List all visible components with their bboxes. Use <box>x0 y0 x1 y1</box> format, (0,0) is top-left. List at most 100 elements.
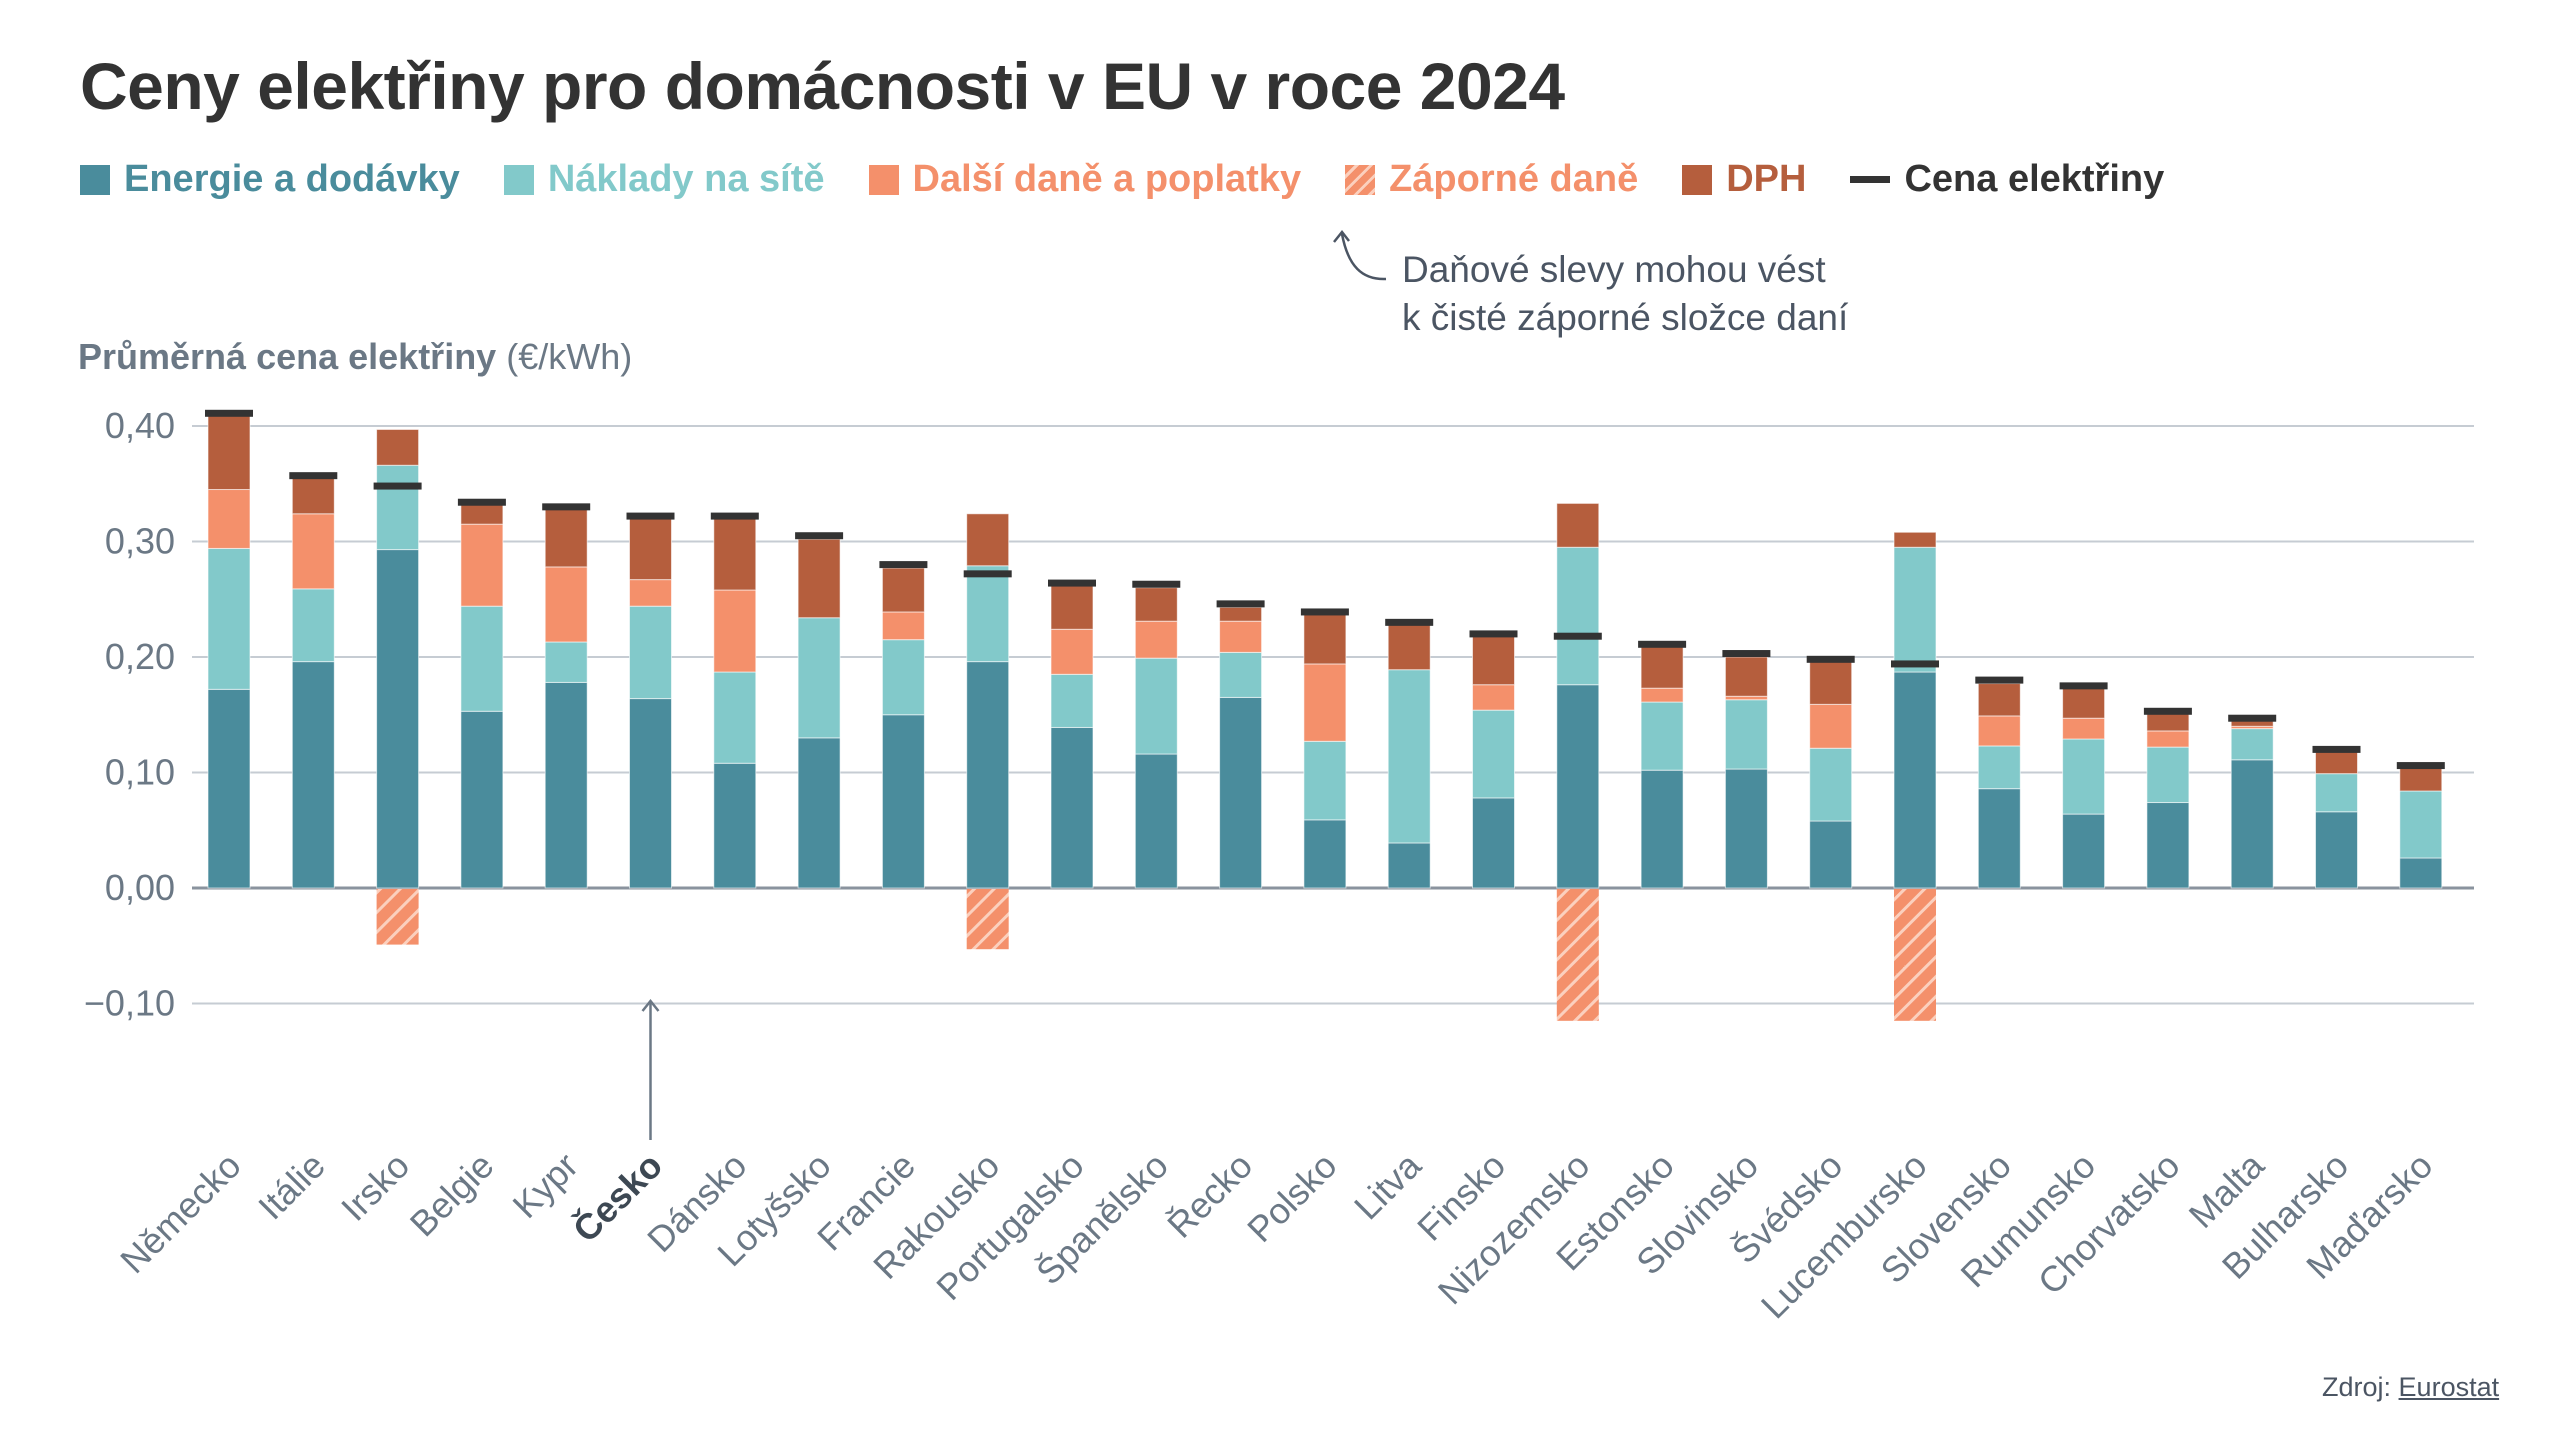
y-tick-label: 0,20 <box>105 636 175 677</box>
bar-group <box>2062 687 2106 889</box>
bar-segment-energy <box>2146 802 2190 889</box>
bar-group <box>629 517 672 889</box>
bar-segment-network <box>629 605 672 700</box>
bar-segment-other-taxes <box>2062 717 2106 740</box>
legend-item-other-taxes: Další daně a poplatky <box>868 158 1302 201</box>
bar-segment-network <box>1219 651 1263 698</box>
bar-segment-energy <box>1219 696 1263 889</box>
bar-segment-energy <box>713 762 757 889</box>
bar-segment-energy <box>1134 753 1178 889</box>
y-axis-title: Průměrná cena elektřiny (€/kWh) <box>78 336 632 378</box>
legend-label: Další daně a poplatky <box>912 158 1302 200</box>
bar-segment-other-taxes <box>713 589 757 673</box>
bar-segment-vat <box>2315 748 2358 775</box>
bar-segment-network <box>2062 738 2106 815</box>
price-marker <box>1722 650 1771 658</box>
bar-segment-other-taxes <box>1134 620 1178 659</box>
bar-segment-network <box>2315 773 2358 813</box>
bar-segment-energy <box>966 661 1010 889</box>
bar-segment-other-taxes <box>1219 620 1263 653</box>
bar-segment-vat <box>1219 606 1263 622</box>
bar-segment-vat <box>1387 624 1431 671</box>
bar-segment-vat <box>2146 713 2190 732</box>
legend-swatch-icon <box>1682 164 1713 195</box>
legend-item-price: Cena elektřiny <box>1850 158 2164 201</box>
bar-segment-vat <box>797 538 841 619</box>
price-marker <box>795 532 844 540</box>
price-marker <box>1553 632 1602 640</box>
bar-segment-network <box>1809 747 1853 822</box>
bar-segment-network <box>1134 657 1178 755</box>
legend-line-icon <box>1850 176 1891 183</box>
legend-item-network: Náklady na sítě <box>503 158 825 201</box>
price-marker <box>2143 707 2192 715</box>
legend-swatch-icon <box>868 164 899 195</box>
bar-segment-vat <box>1050 584 1094 630</box>
bar-segment-other-taxes <box>460 523 504 607</box>
price-marker <box>1806 655 1855 663</box>
bar-segment-vat <box>2062 687 2106 719</box>
bar-group <box>713 517 757 889</box>
bar-segment-network <box>1893 546 1937 673</box>
bar-segment-other-taxes <box>207 489 251 549</box>
x-tick-label: Itálie <box>250 1145 333 1228</box>
bar-group <box>1640 646 1684 889</box>
bar-group <box>797 538 841 889</box>
price-marker <box>710 512 759 520</box>
bar-segment-energy <box>629 698 672 889</box>
bar-group <box>881 567 925 889</box>
legend-label: Energie a dodávky <box>124 158 460 200</box>
bar-segment-other-taxes <box>629 579 672 607</box>
x-tick-label: Belgie <box>402 1145 502 1245</box>
bar-segment-vat <box>881 567 925 613</box>
bar-segment-energy <box>376 549 420 889</box>
y-tick-label: −0,10 <box>84 983 175 1024</box>
bar-segment-vat <box>1640 646 1684 689</box>
annotation: Daňové slevy mohou vést k čisté záporné … <box>1402 246 1848 342</box>
bar-segment-network <box>376 464 420 551</box>
source-label: Zdroj: <box>2322 1372 2392 1402</box>
source-link[interactable]: Eurostat <box>2398 1372 2500 1402</box>
bar-segment-energy <box>1556 684 1600 889</box>
bar-segment-vat <box>376 428 420 466</box>
bar-segment-network <box>1724 699 1768 770</box>
bar-segment-energy <box>544 681 588 889</box>
bar-segment-energy <box>2062 813 2106 889</box>
bar-group <box>460 504 504 889</box>
bar-group <box>376 428 420 945</box>
price-marker <box>2312 745 2361 753</box>
legend: Energie a dodávky Náklady na sítě Další da… <box>80 158 2164 201</box>
bar-segment-vat <box>713 517 757 591</box>
bar-segment-energy <box>881 714 925 889</box>
price-marker <box>879 561 928 569</box>
price-marker <box>1891 660 1939 668</box>
bar-segment-energy <box>1893 671 1937 889</box>
bar-group <box>1303 613 1347 889</box>
bar-group <box>1556 502 1600 1021</box>
chart-title: Ceny elektřiny pro domácnosti v EU v roc… <box>80 49 1565 123</box>
bar-group <box>2399 767 2443 889</box>
x-tick-label: Řecko <box>1159 1145 1260 1246</box>
bar-group <box>1134 587 1178 889</box>
bar-group <box>1050 584 1094 889</box>
bar-group <box>207 415 251 889</box>
bar-segment-vat <box>966 513 1010 567</box>
price-marker <box>289 472 338 480</box>
price-marker <box>373 482 422 490</box>
bar-group <box>966 513 1010 950</box>
bar-segment-network <box>713 671 757 764</box>
legend-label: Cena elektřiny <box>1904 158 2165 200</box>
price-marker <box>1048 579 1096 587</box>
price-marker <box>2396 762 2445 770</box>
bar-segment-vat <box>207 415 251 491</box>
bar-segment-vat <box>1809 661 1853 705</box>
bar-group <box>1219 606 1263 889</box>
bar-segment-other-taxes <box>544 566 588 643</box>
bar-segment-energy <box>1387 842 1431 889</box>
bar-segment-network <box>797 617 841 739</box>
bar-segment-other-taxes <box>1472 684 1515 711</box>
bar-segment-network <box>1050 673 1094 728</box>
y-axis-title-unit: (€/kWh) <box>506 336 633 377</box>
bar-segment-other-taxes <box>1050 628 1094 675</box>
price-marker <box>1216 600 1265 608</box>
